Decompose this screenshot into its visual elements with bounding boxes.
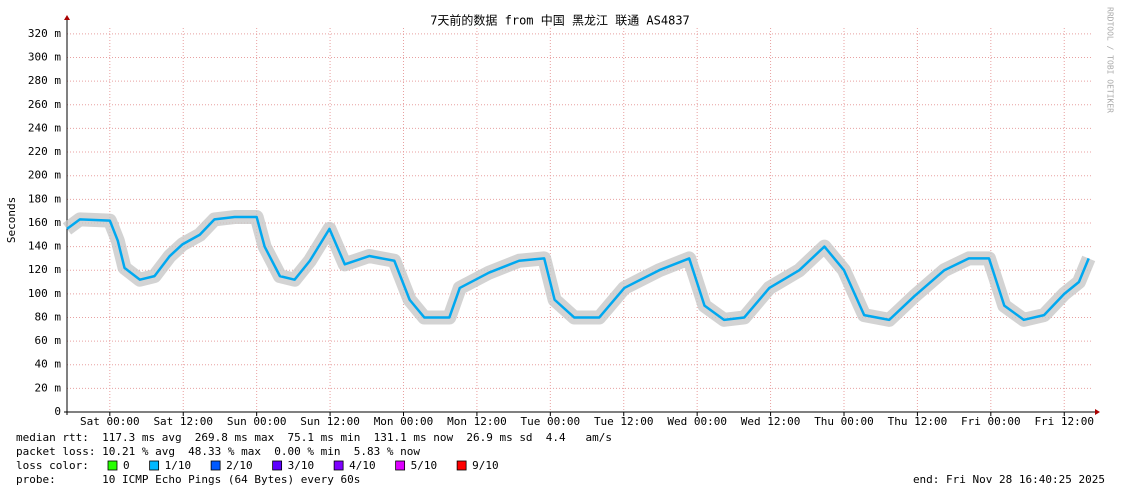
legend-label: 4/10 [349, 459, 376, 472]
x-tick-label: Sat 00:00 [80, 415, 140, 428]
legend-label: 9/10 [472, 459, 499, 472]
legend-swatch [333, 460, 344, 471]
stats-line: median rtt: 117.3 ms avg 269.8 ms max 75… [16, 431, 612, 444]
legend-swatch [456, 460, 467, 471]
x-tick-label: Tue 12:00 [594, 415, 654, 428]
legend-swatch [149, 460, 160, 471]
probe-info: probe: 10 ICMP Echo Pings (64 Bytes) eve… [16, 473, 360, 486]
x-tick-label: Wed 12:00 [741, 415, 801, 428]
chart-title: 7天前的数据 from 中国 黑龙江 联通 AS4837 [430, 13, 690, 28]
legend-swatch [395, 460, 406, 471]
legend-label: 3/10 [288, 459, 315, 472]
x-tick-label: Thu 12:00 [888, 415, 948, 428]
y-tick-label: 40 m [35, 358, 62, 371]
y-tick-label: 100 m [28, 287, 61, 300]
legend-label: 1/10 [165, 459, 192, 472]
y-tick-label: 240 m [28, 121, 61, 134]
median-line [66, 215, 1090, 322]
y-tick-label: 80 m [35, 310, 62, 323]
y-tick-label: 220 m [28, 145, 61, 158]
y-tick-label: 280 m [28, 74, 61, 87]
y-tick-label: 20 m [35, 381, 62, 394]
legend-label: 5/10 [411, 459, 438, 472]
y-tick-label: 320 m [28, 27, 61, 40]
x-tick-label: Fri 00:00 [961, 415, 1021, 428]
legend-label: 0 [123, 459, 130, 472]
loss-label: loss color: [16, 459, 89, 472]
y-axis-label: Seconds [5, 197, 18, 243]
axis-arrow [1095, 409, 1100, 415]
stats-line: packet loss: 10.21 % avg 48.33 % max 0.0… [16, 445, 420, 458]
x-tick-label: Wed 00:00 [667, 415, 727, 428]
y-tick-label: 180 m [28, 192, 61, 205]
x-tick-label: Sat 12:00 [153, 415, 213, 428]
smoke-band [62, 210, 1096, 327]
side-label: RRDTOOL / TOBI OETIKER [1106, 7, 1115, 113]
legend-swatch [107, 460, 118, 471]
y-tick-label: 200 m [28, 169, 61, 182]
legend-swatch [272, 460, 283, 471]
y-tick-label: 0 [54, 405, 61, 418]
y-tick-label: 60 m [35, 334, 62, 347]
x-tick-label: Sun 12:00 [300, 415, 360, 428]
end-time: end: Fri Nov 28 16:40:25 2025 [913, 473, 1105, 486]
axis-arrow [64, 15, 70, 20]
y-tick-label: 260 m [28, 98, 61, 111]
x-tick-label: Mon 12:00 [447, 415, 507, 428]
x-tick-label: Tue 00:00 [521, 415, 581, 428]
x-tick-label: Mon 00:00 [374, 415, 434, 428]
legend-label: 2/10 [226, 459, 253, 472]
x-tick-label: Sun 00:00 [227, 415, 287, 428]
x-tick-label: Fri 12:00 [1034, 415, 1094, 428]
y-tick-label: 300 m [28, 51, 61, 64]
y-tick-label: 160 m [28, 216, 61, 229]
y-tick-label: 140 m [28, 240, 61, 253]
x-tick-label: Thu 00:00 [814, 415, 874, 428]
y-tick-label: 120 m [28, 263, 61, 276]
legend-swatch [210, 460, 221, 471]
